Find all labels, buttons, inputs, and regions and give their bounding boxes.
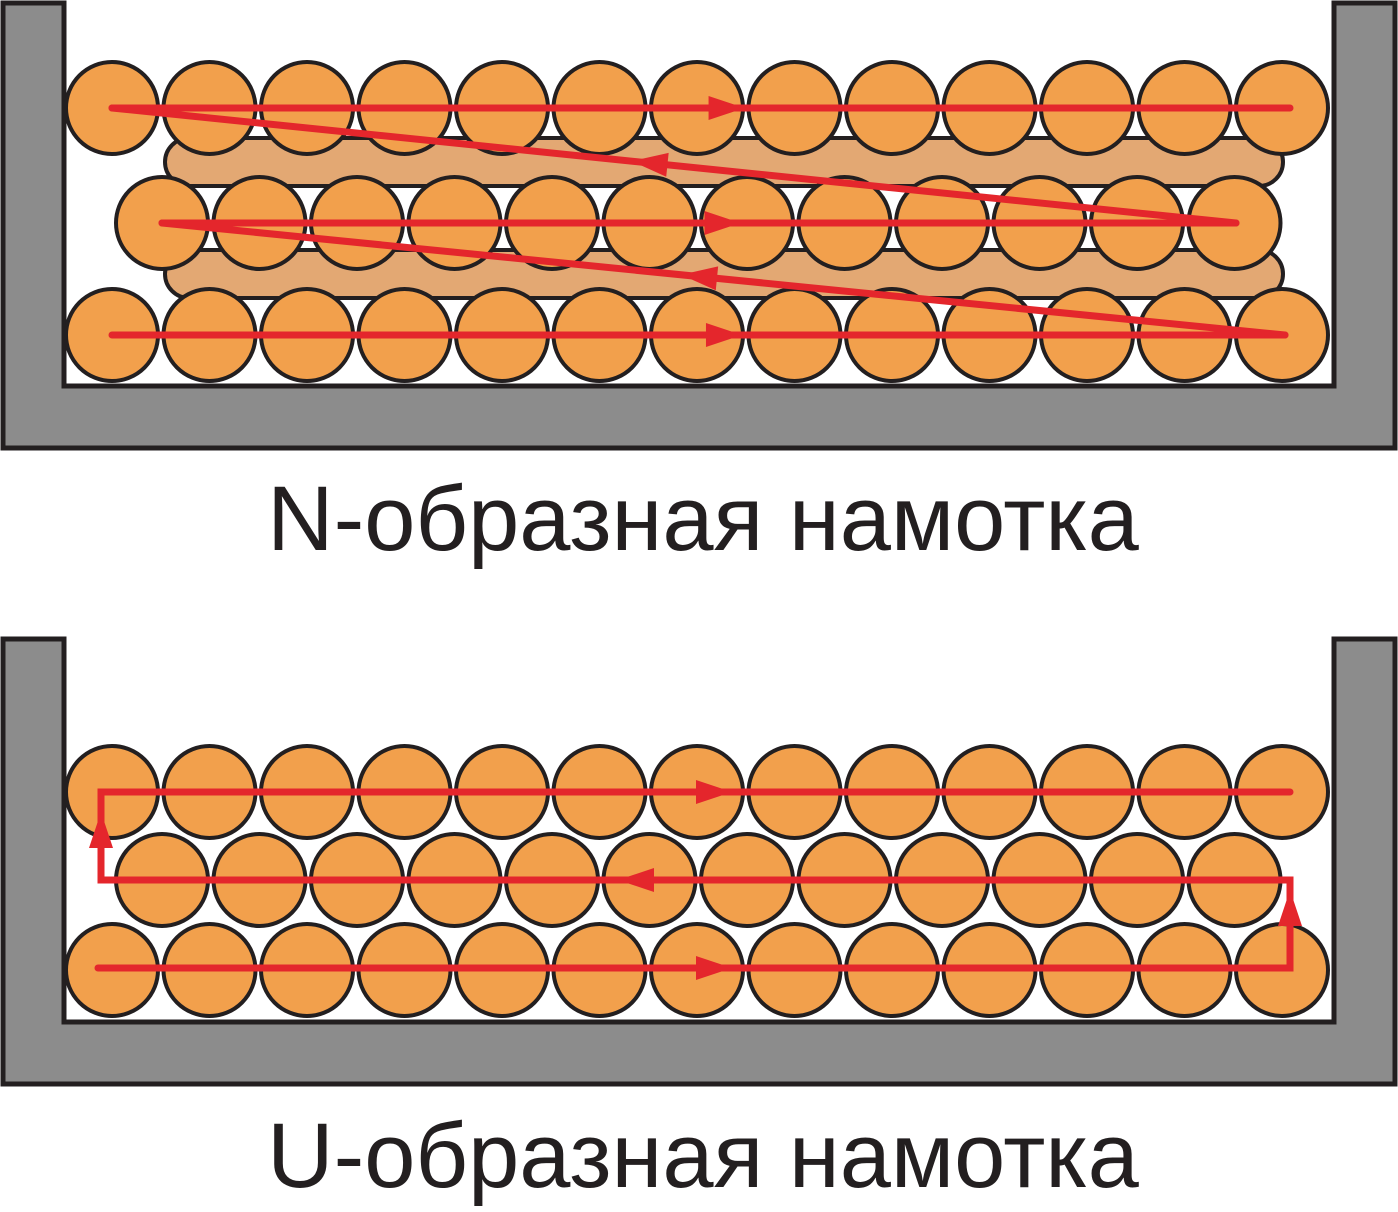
u-path-arrow-top-head [696, 780, 732, 804]
u-path-arrow-top [696, 780, 732, 804]
u-path-line [94, 788, 1294, 972]
u-bobbin-channel [0, 636, 1398, 1087]
n-winding-diagram: N-образная намотка [0, 0, 1398, 570]
n-path-return-1-arrow [681, 266, 719, 291]
u-path-arrow-left-up [89, 812, 113, 848]
n-path-return-2-arrow-head [631, 152, 669, 177]
n-path-return-2 [108, 104, 1240, 227]
u-path-arrow-bottom [696, 956, 732, 980]
n-path-return-2-arrow [631, 152, 669, 177]
u-path-arrow-middle [618, 868, 654, 892]
n-winding-path [108, 96, 1294, 347]
u-path-arrow-right-up [1278, 890, 1302, 926]
u-winding-diagram: U-образная намотка [0, 636, 1398, 1207]
n-winding-caption: N-образная намотка [267, 468, 1140, 570]
u-bobbin-frame [0, 636, 1398, 1087]
u-path-arrow-middle-head [618, 868, 654, 892]
n-path-layer-3-arrow [708, 96, 745, 120]
u-path-arrow-left-up-head [89, 812, 113, 848]
n-path-return-1-arrow-head [681, 266, 719, 291]
n-path-layer-3-arrow-head [708, 96, 745, 120]
n-bobbin-frame [0, 0, 1398, 451]
n-path-return-1 [158, 219, 1289, 339]
n-path-layer-2-arrow [704, 211, 741, 235]
u-winding-caption: U-образная намотка [267, 1105, 1140, 1207]
n-path-layer-2-arrow-head [704, 211, 741, 235]
u-path-arrow-right-up-head [1278, 890, 1302, 926]
n-path-layer-1-arrow-head [705, 323, 742, 347]
u-winding-path [89, 780, 1302, 980]
n-path-layer-1-arrow [705, 323, 742, 347]
n-bobbin-channel [0, 0, 1398, 451]
u-path-arrow-bottom-head [696, 956, 732, 980]
